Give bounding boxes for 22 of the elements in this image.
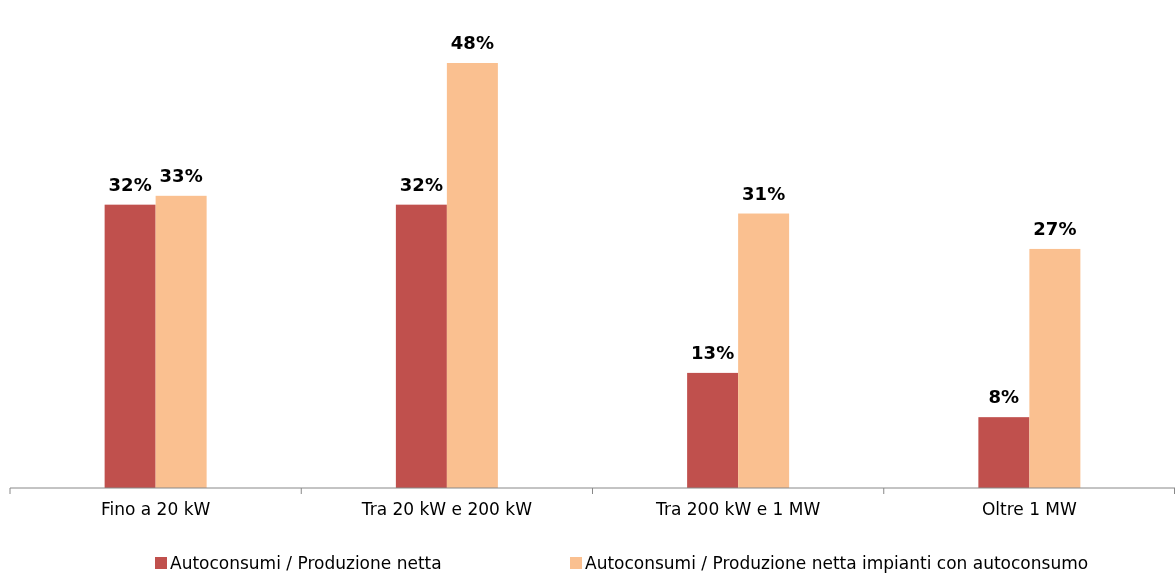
- x-tick-label: Tra 200 kW e 1 MW: [655, 498, 821, 519]
- x-tick-label: Tra 20 kW e 200 kW: [360, 498, 533, 519]
- data-label: 13%: [691, 341, 735, 363]
- bar: [155, 195, 207, 488]
- bar: [978, 417, 1030, 488]
- data-label: 32%: [399, 173, 443, 195]
- data-label: 32%: [108, 173, 152, 195]
- bar: [738, 213, 790, 488]
- data-label: 31%: [742, 182, 786, 204]
- x-tick-label: Oltre 1 MW: [981, 498, 1078, 519]
- data-label: 8%: [988, 386, 1020, 408]
- legend-label: Autoconsumi / Produzione netta impianti con autoconsumo: [585, 553, 1089, 573]
- bar: [104, 204, 156, 488]
- data-label: 33%: [159, 164, 203, 186]
- legend-label: Autoconsumi / Produzione netta: [170, 553, 442, 573]
- data-label: 27%: [1033, 217, 1077, 239]
- bar: [1029, 248, 1081, 488]
- bar: [395, 204, 447, 488]
- data-label: 48%: [450, 32, 494, 53]
- bar: [687, 372, 739, 488]
- x-tick-label: Fino a 20 kW: [100, 498, 211, 519]
- bar: [446, 63, 498, 488]
